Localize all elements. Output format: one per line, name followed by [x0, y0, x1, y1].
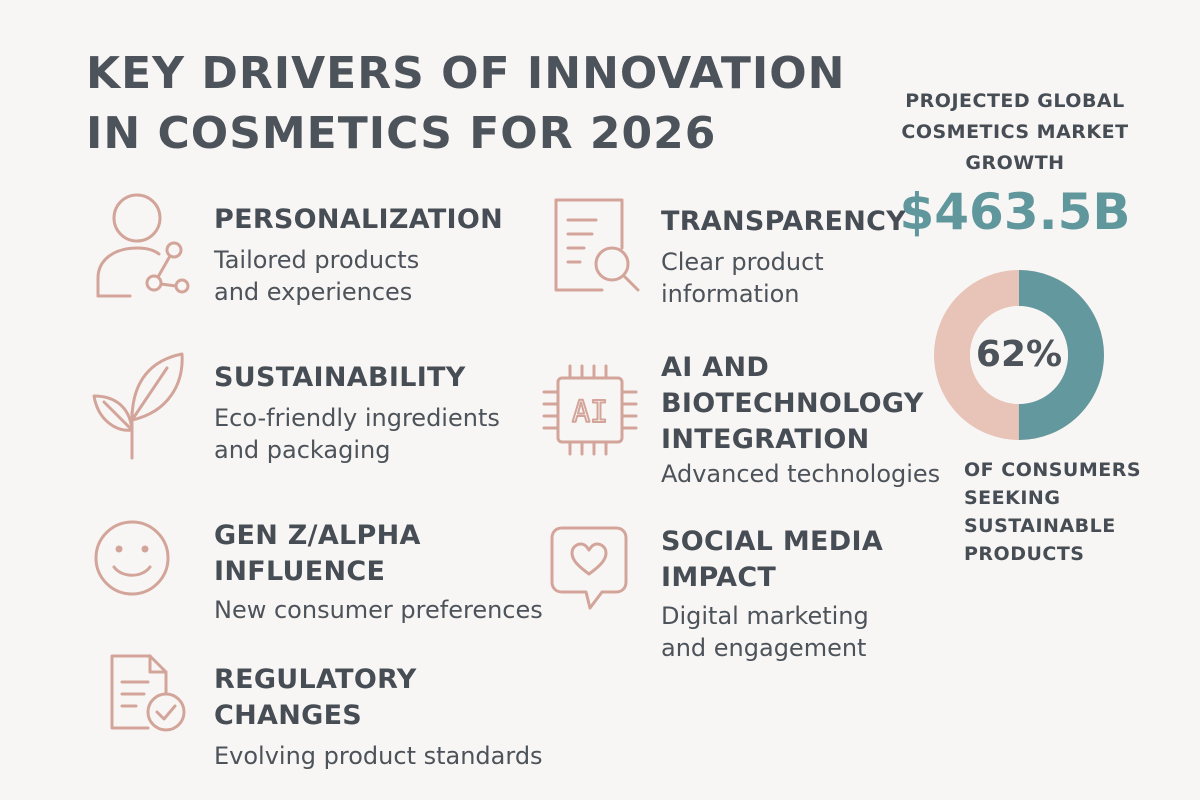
driver-name-line: GEN Z/ALPHA	[214, 520, 421, 551]
caption-line: PRODUCTS	[964, 543, 1085, 565]
driver-desc-line: information	[661, 280, 800, 308]
driver-desc-line: Evolving product standards	[214, 742, 543, 770]
driver-name: GEN Z/ALPHA INFLUENCE	[214, 518, 421, 590]
ai-chip-label: AI	[572, 395, 608, 430]
driver-name-line: PERSONALIZATION	[214, 204, 504, 235]
title-line-1: KEY DRIVERS OF INNOVATION	[86, 48, 846, 99]
market-growth-value: $463.5B	[899, 183, 1131, 241]
driver-name: TRANSPARENCY	[661, 204, 906, 240]
driver-name-line: REGULATORY	[214, 664, 417, 695]
caption-line: SUSTAINABLE	[964, 515, 1116, 537]
consumer-donut-chart: 62%	[934, 270, 1104, 440]
driver-sustainability: SUSTAINABILITY Eco-friendly ingredients …	[92, 350, 552, 480]
title-line-2: IN COSMETICS FOR 2026	[86, 108, 717, 159]
caption-line: SEEKING	[964, 487, 1061, 509]
market-heading-line: COSMETICS MARKET	[901, 121, 1129, 143]
driver-personalization: PERSONALIZATION Tailored products and ex…	[92, 190, 552, 320]
market-heading-line: GROWTH	[965, 152, 1065, 174]
driver-desc-line: and engagement	[661, 634, 867, 662]
driver-desc-line: Clear product	[661, 248, 824, 276]
driver-name: SUSTAINABILITY	[214, 360, 466, 396]
driver-name: SOCIAL MEDIA IMPACT	[661, 524, 883, 596]
driver-desc-line: Digital marketing	[661, 602, 869, 630]
driver-description: Advanced technologies	[661, 458, 940, 490]
driver-name-line: INFLUENCE	[214, 556, 386, 587]
market-growth-heading: PROJECTED GLOBAL COSMETICS MARKET GROWTH	[880, 86, 1150, 179]
driver-name: REGULATORY CHANGES	[214, 662, 417, 734]
person-share-icon	[92, 190, 192, 300]
driver-name: PERSONALIZATION	[214, 202, 503, 238]
driver-description: Evolving product standards	[214, 740, 543, 772]
driver-description: Clear product information	[661, 246, 824, 310]
driver-desc-line: and packaging	[214, 436, 391, 464]
driver-name-line: INTEGRATION	[661, 424, 870, 455]
driver-desc-line: New consumer preferences	[214, 596, 543, 624]
driver-regulatory: REGULATORY CHANGES Evolving product stan…	[92, 650, 552, 790]
driver-name-line: AI AND	[661, 352, 770, 383]
document-check-icon	[92, 650, 192, 760]
driver-name-line: TRANSPARENCY	[661, 206, 907, 237]
donut-fill	[934, 270, 1104, 440]
document-search-icon	[540, 194, 640, 304]
driver-description: Tailored products and experiences	[214, 244, 419, 308]
driver-description: Digital marketing and engagement	[661, 600, 869, 664]
driver-description: New consumer preferences	[214, 594, 543, 626]
driver-ai-biotech: AI AI AND BIOTECHNOLOGY INTEGRATION Adva…	[540, 350, 950, 500]
driver-desc-line: Advanced technologies	[661, 460, 941, 488]
driver-name: AI AND BIOTECHNOLOGY INTEGRATION	[661, 350, 924, 458]
driver-social-media: SOCIAL MEDIA IMPACT Digital marketing an…	[540, 524, 900, 674]
driver-name-line: IMPACT	[661, 562, 777, 593]
driver-name-line: CHANGES	[214, 700, 363, 731]
driver-desc-line: and experiences	[214, 278, 413, 306]
heart-chat-icon	[540, 524, 640, 634]
driver-description: Eco-friendly ingredients and packaging	[214, 402, 500, 466]
ai-chip-icon: AI	[540, 364, 640, 474]
page-title: KEY DRIVERS OF INNOVATION IN COSMETICS F…	[86, 44, 846, 164]
smiley-face-icon	[92, 512, 192, 622]
driver-name-line: SUSTAINABILITY	[214, 362, 466, 393]
driver-transparency: TRANSPARENCY Clear product information	[540, 194, 906, 324]
driver-gen-z-alpha: GEN Z/ALPHA INFLUENCE New consumer prefe…	[92, 510, 552, 640]
market-heading-line: PROJECTED GLOBAL	[905, 90, 1125, 112]
consumer-stat-caption: OF CONSUMERS SEEKING SUSTAINABLE PRODUCT…	[964, 456, 1184, 568]
donut-percent-label: 62%	[975, 334, 1063, 375]
donut-hole	[970, 306, 1068, 404]
leaf-icon	[92, 350, 192, 460]
driver-name-line: SOCIAL MEDIA	[661, 526, 884, 557]
driver-name-line: BIOTECHNOLOGY	[661, 388, 924, 419]
caption-line: OF CONSUMERS	[964, 459, 1142, 481]
driver-desc-line: Tailored products	[214, 246, 420, 274]
driver-desc-line: Eco-friendly ingredients	[214, 404, 500, 432]
